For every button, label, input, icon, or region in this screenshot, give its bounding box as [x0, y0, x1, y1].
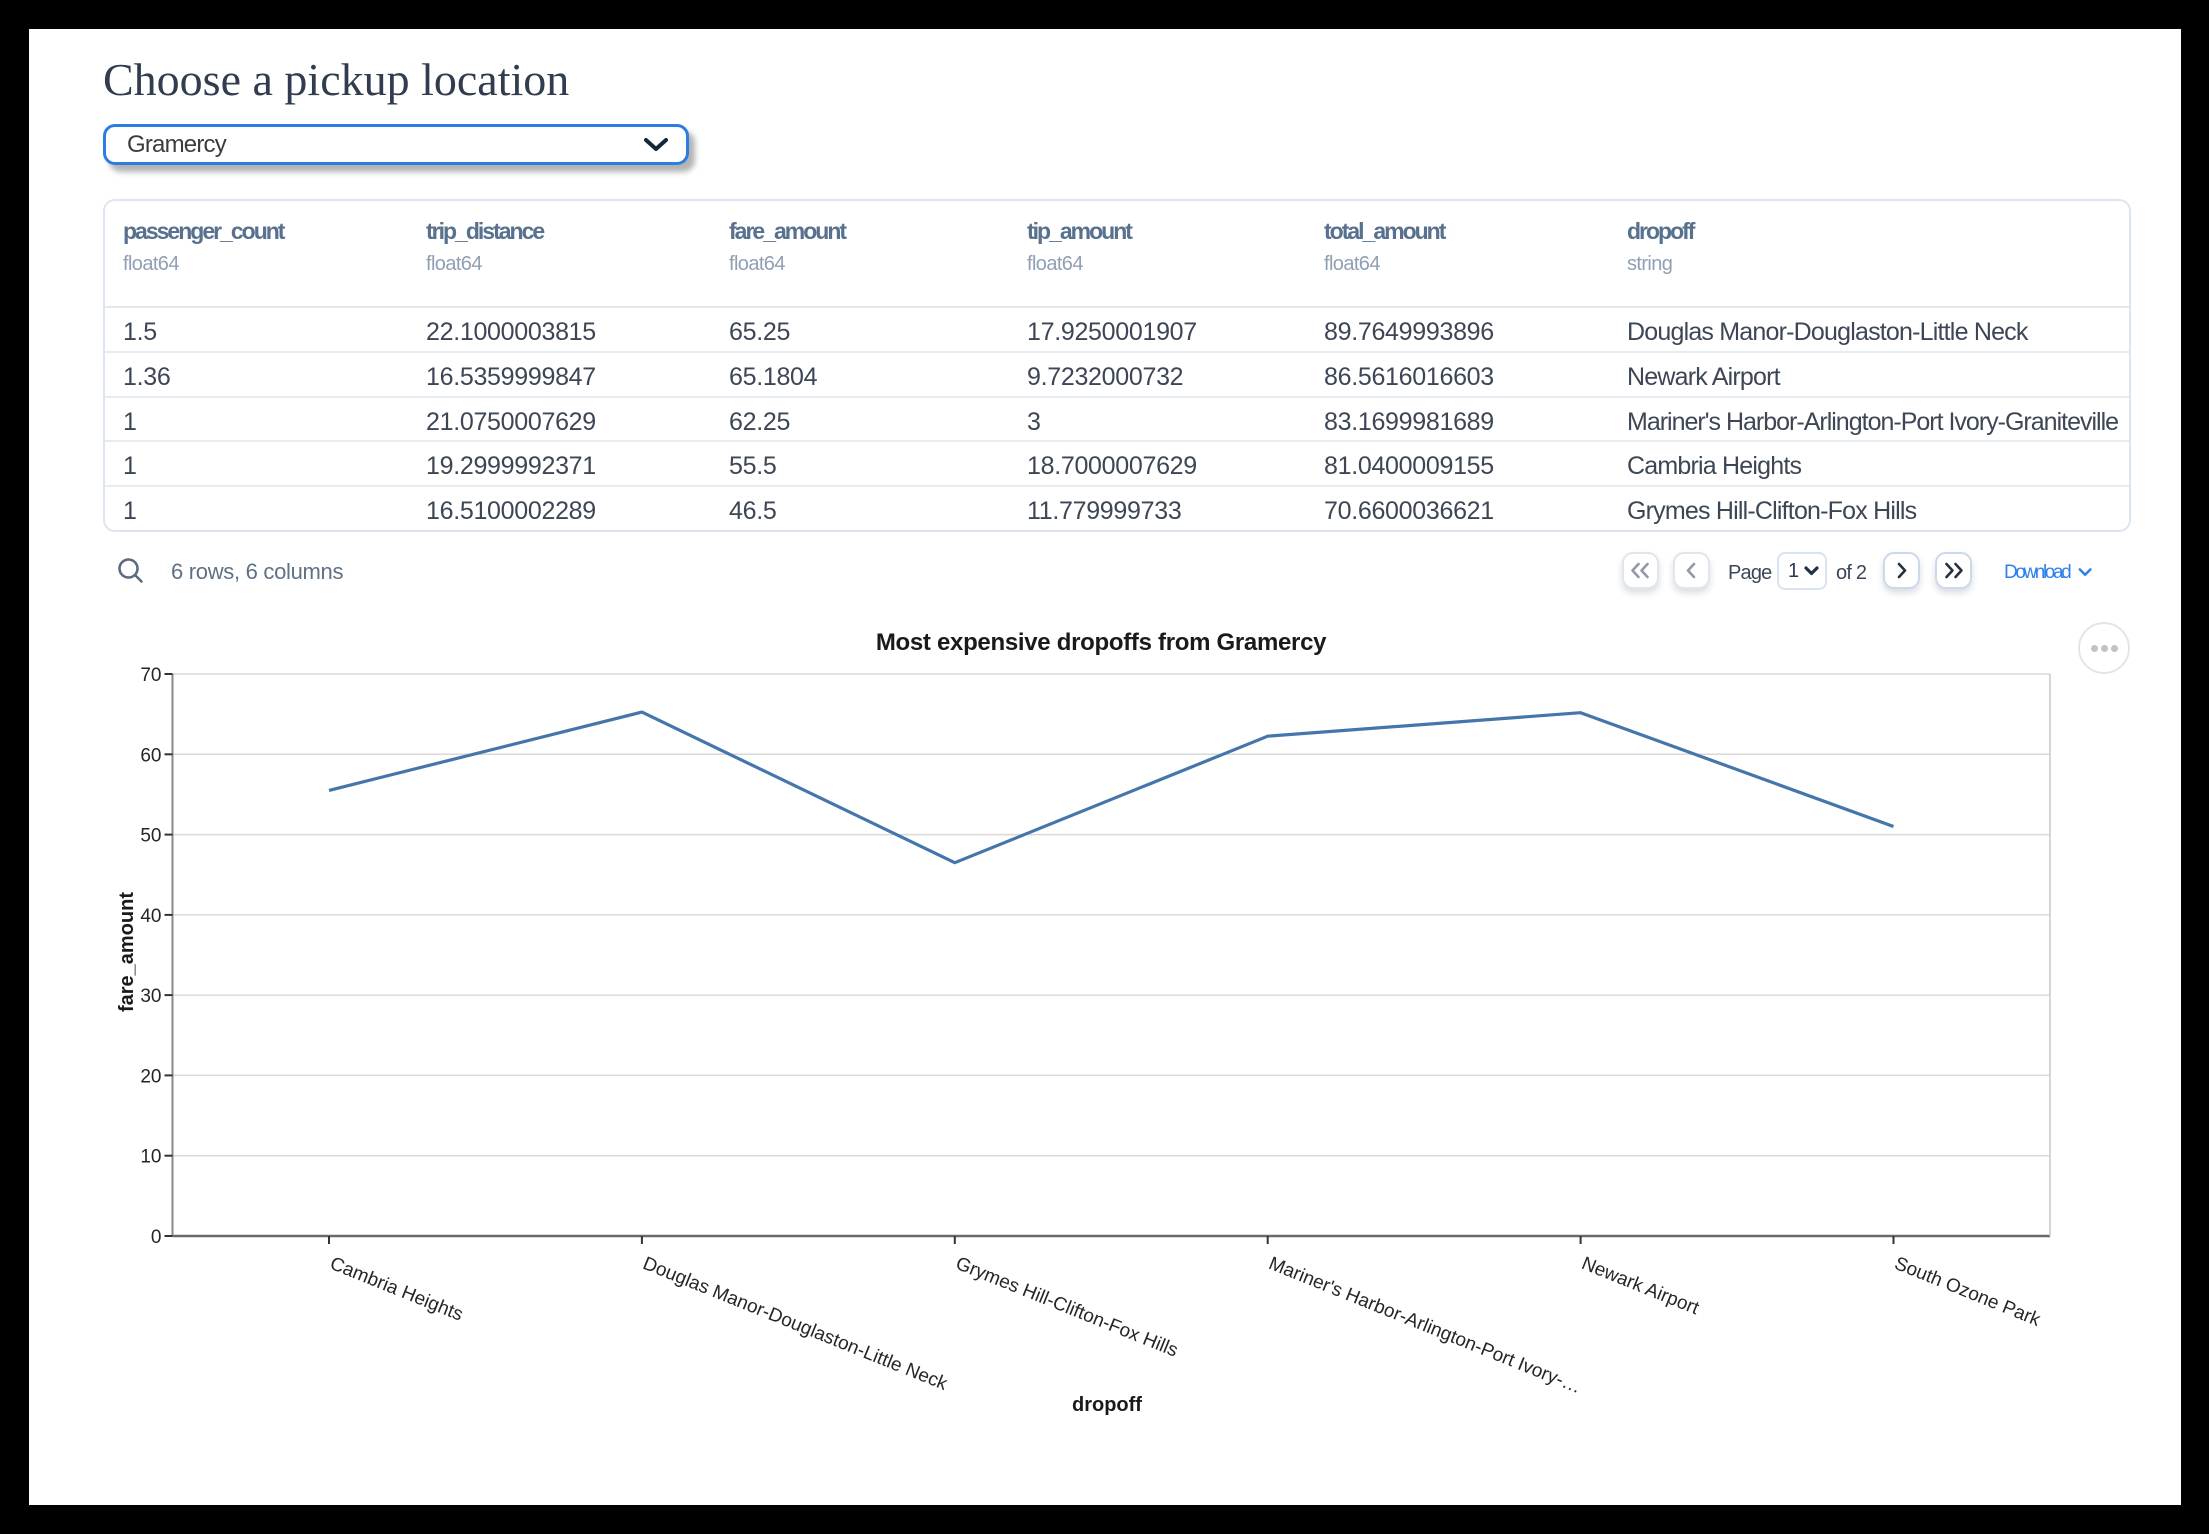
svg-text:Newark Airport: Newark Airport	[1578, 1253, 1702, 1319]
svg-text:Grymes Hill-Clifton-Fox Hills: Grymes Hill-Clifton-Fox Hills	[953, 1253, 1181, 1361]
svg-text:Most expensive dropoffs from G: Most expensive dropoffs from Gramercy	[876, 629, 1327, 656]
svg-text:Douglas Manor-Douglaston-Littl: Douglas Manor-Douglaston-Little Neck	[640, 1253, 951, 1395]
svg-text:fare_amount: fare_amount	[116, 892, 138, 1012]
svg-text:50: 50	[140, 826, 161, 847]
svg-text:20: 20	[140, 1066, 161, 1087]
svg-text:60: 60	[140, 745, 161, 766]
svg-text:10: 10	[140, 1147, 161, 1168]
svg-text:40: 40	[140, 906, 161, 927]
svg-text:South Ozone Park: South Ozone Park	[1891, 1253, 2043, 1331]
svg-text:0: 0	[151, 1227, 162, 1248]
svg-text:30: 30	[140, 986, 161, 1007]
svg-text:Mariner's Harbor-Arlington-Por: Mariner's Harbor-Arlington-Port Ivory-…	[1266, 1253, 1585, 1398]
svg-text:dropoff: dropoff	[1072, 1394, 1142, 1416]
svg-text:Cambria Heights: Cambria Heights	[327, 1253, 466, 1325]
svg-text:70: 70	[140, 665, 161, 686]
